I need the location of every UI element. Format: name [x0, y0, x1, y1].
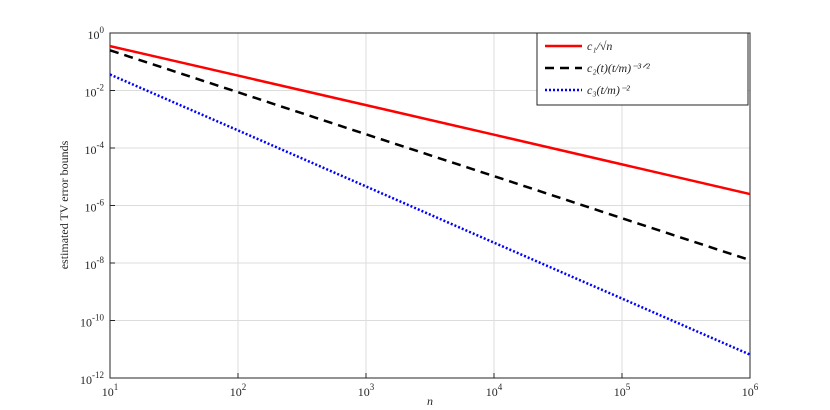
- tick-exponent: -12: [92, 370, 104, 380]
- y-tick-label: 10-2: [85, 83, 105, 100]
- y-tick-label: 10-4: [85, 140, 105, 157]
- y-tick-label: 10-12: [80, 370, 104, 387]
- tick-base: 10: [88, 28, 100, 42]
- legend-label: c₃(t/m)⁻²: [587, 83, 630, 97]
- tick-exponent: -10: [92, 313, 104, 323]
- x-axis-label: n: [427, 394, 433, 408]
- series-line: [109, 44, 751, 196]
- legend-label: c₁/√n: [587, 39, 612, 53]
- tick-base: 10: [486, 385, 498, 399]
- y-axis-label: estimated TV error bounds: [57, 140, 71, 269]
- y-tick-label: 100: [88, 25, 105, 42]
- tick-exponent: 2: [242, 382, 247, 392]
- tick-exponent: 3: [370, 382, 375, 392]
- tick-base: 10: [80, 373, 92, 387]
- x-tick-label: 105: [614, 382, 631, 399]
- series-line: [109, 73, 751, 356]
- y-tick-label: 10-8: [85, 255, 105, 272]
- x-tick-label: 103: [358, 382, 375, 399]
- tick-exponent: 1: [114, 382, 119, 392]
- x-tick-label: 101: [102, 382, 119, 399]
- tick-exponent: -2: [97, 83, 105, 93]
- tick-base: 10: [85, 258, 97, 272]
- tick-base: 10: [230, 385, 242, 399]
- x-tick-label: 102: [230, 382, 247, 399]
- tick-base: 10: [85, 143, 97, 157]
- legend-label: c₂(t)(t/m)⁻³ᐟ²: [587, 61, 650, 75]
- tick-exponent: 0: [100, 25, 105, 35]
- tick-exponent: 4: [498, 382, 503, 392]
- series-line: [109, 49, 751, 262]
- tick-exponent: -6: [97, 198, 105, 208]
- tick-exponent: 6: [754, 382, 759, 392]
- tick-base: 10: [85, 201, 97, 215]
- tick-base: 10: [80, 316, 92, 330]
- tick-base: 10: [358, 385, 370, 399]
- tick-base: 10: [102, 385, 114, 399]
- tick-exponent: -8: [97, 255, 105, 265]
- x-tick-label: 104: [486, 382, 503, 399]
- tick-exponent: -4: [97, 140, 105, 150]
- tick-base: 10: [742, 385, 754, 399]
- tick-base: 10: [85, 86, 97, 100]
- tick-exponent: 5: [626, 382, 631, 392]
- x-tick-label: 106: [742, 382, 759, 399]
- y-tick-label: 10-10: [80, 313, 104, 330]
- axes-box: [109, 32, 751, 379]
- tick-base: 10: [614, 385, 626, 399]
- y-tick-label: 10-6: [85, 198, 105, 215]
